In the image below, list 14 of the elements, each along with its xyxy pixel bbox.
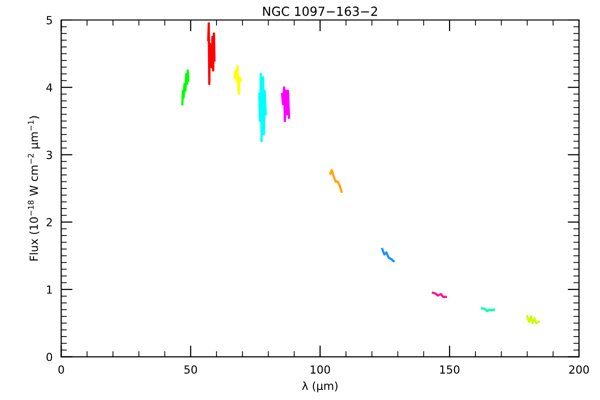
chart-title: NGC 1097−163−2 bbox=[263, 6, 377, 16]
y-axis-title: Flux (10$^{−18}$ W cm$^{−2}$ μm$^{−1}$) bbox=[28, 116, 40, 261]
x-axis-title: λ (μm) bbox=[302, 381, 338, 392]
x-tick-label: 200 bbox=[569, 365, 589, 374]
x-tick-label: 100 bbox=[310, 365, 330, 374]
y-tick-label: 4 bbox=[46, 83, 52, 92]
x-tick-label: 150 bbox=[440, 365, 460, 374]
y-tick-label: 2 bbox=[46, 218, 52, 226]
x-tick-label: 0 bbox=[58, 365, 64, 374]
y-tick-label: 3 bbox=[46, 150, 52, 160]
y-tick-label: 0 bbox=[46, 352, 52, 362]
y-tick-label: 5 bbox=[46, 16, 52, 24]
y-tick-label: 1 bbox=[47, 286, 52, 294]
x-tick-label: 50 bbox=[184, 365, 197, 374]
